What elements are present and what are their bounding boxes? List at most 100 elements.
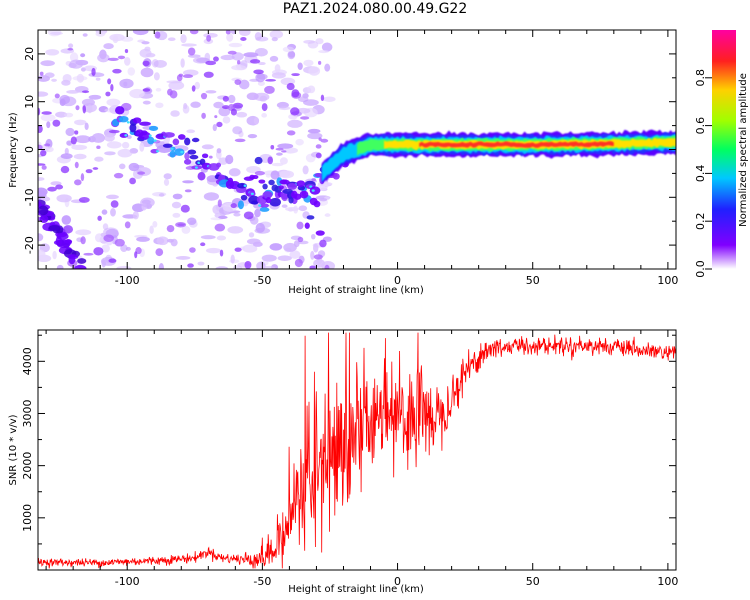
spectral-blob <box>107 78 112 85</box>
spectral-blob <box>317 60 322 65</box>
spectral-blob <box>228 168 241 177</box>
spectral-blob <box>181 225 191 234</box>
spectral-blob <box>180 204 190 213</box>
spectral-blob <box>286 82 295 91</box>
spectral-blob <box>106 141 122 149</box>
spectral-blob <box>184 137 191 146</box>
spectral-blob <box>208 155 213 159</box>
spectral-blob <box>267 156 273 165</box>
spectral-blob <box>214 223 226 232</box>
colorbar-tick-label: 0.6 <box>694 117 707 135</box>
spectral-blob <box>255 36 269 42</box>
spectral-blob <box>38 144 43 150</box>
spectral-blob <box>64 112 74 118</box>
spectral-blob <box>104 134 115 142</box>
spectral-blob <box>110 200 119 208</box>
spectral-blob <box>104 151 116 156</box>
spectral-blob <box>244 260 252 269</box>
spectral-blob <box>283 242 297 252</box>
spectral-blob <box>268 179 275 186</box>
spectral-blob <box>259 203 270 208</box>
snr-y-axis-label: SNR (10 * v/v) <box>8 414 19 485</box>
spectral-blob <box>240 37 247 41</box>
x-tick-label: -50 <box>253 274 271 287</box>
spectral-blob <box>147 136 155 145</box>
spectral-blob <box>237 182 248 189</box>
spectral-blob <box>64 147 69 155</box>
x-tick-label: 100 <box>657 274 678 287</box>
spectral-blob <box>172 212 181 218</box>
spectral-blob <box>318 137 322 141</box>
spectral-blob <box>110 208 116 217</box>
spectral-blob <box>258 179 266 184</box>
spectral-blob <box>323 96 336 102</box>
spectral-blob <box>254 208 261 218</box>
snr-panel: -100 -50 0 50 100 1000 2000 3000 4000 Height of … <box>8 329 678 595</box>
spectral-blob <box>315 144 322 149</box>
spectral-blob <box>288 196 294 204</box>
spectral-blob <box>92 167 99 170</box>
spectral-blob <box>39 215 49 224</box>
snr-series-line <box>38 332 676 569</box>
spectral-blob <box>113 172 124 179</box>
spectral-blob <box>75 229 92 236</box>
spectral-blob <box>271 162 284 167</box>
spectral-blob <box>282 188 294 194</box>
spectral-blob <box>56 264 64 269</box>
spectral-blob <box>230 108 237 116</box>
spectral-blob <box>88 94 102 100</box>
spectral-blob <box>279 179 290 185</box>
spectral-blob <box>303 59 314 67</box>
spectral-blob <box>152 220 158 228</box>
spectral-blob <box>38 177 45 181</box>
spectral-blob <box>150 148 159 154</box>
spectral-blob <box>282 46 295 53</box>
spectral-blob <box>80 236 86 245</box>
spectral-blob <box>269 243 283 251</box>
spectral-blob <box>105 91 111 97</box>
spectral-blob <box>271 37 278 42</box>
spectral-blob <box>230 254 235 264</box>
spectral-blob <box>142 88 151 92</box>
spectral-blob <box>242 244 258 253</box>
spectral-blob <box>155 102 164 109</box>
spectral-blob <box>285 207 300 212</box>
spectral-blob <box>216 121 223 128</box>
spectral-blob <box>310 250 315 260</box>
spectral-blob <box>213 56 219 62</box>
spectral-blob <box>275 147 284 151</box>
spectral-blob <box>279 157 288 165</box>
spectral-blob <box>128 162 140 172</box>
spectral-blob <box>234 247 242 252</box>
x-tick-label: 0 <box>394 575 401 588</box>
spectral-blob <box>237 60 241 65</box>
spectral-blob <box>138 131 151 140</box>
spectral-blob <box>278 106 291 111</box>
spectral-blob <box>103 227 119 237</box>
spectral-blob <box>269 197 281 207</box>
spectral-blob <box>129 123 137 133</box>
y-tick-label: 4000 <box>21 347 34 375</box>
spectral-blob <box>41 165 47 170</box>
spectral-blob <box>299 190 309 199</box>
spectral-blob <box>82 268 88 269</box>
x-tick-label: 100 <box>657 575 678 588</box>
spectral-blob <box>320 94 325 102</box>
spectral-blob <box>203 192 220 201</box>
spectral-blob <box>69 59 84 69</box>
chart-title: PAZ1.2024.080.00.49.G22 <box>282 1 468 17</box>
spectral-blob <box>91 132 105 143</box>
spectral-blob <box>172 193 183 200</box>
spectral-blob <box>230 203 237 209</box>
spectral-blob <box>243 211 254 220</box>
spectral-blob <box>101 209 108 215</box>
spectral-blob <box>40 60 55 67</box>
spectral-blob <box>218 106 231 117</box>
spectral-blob <box>225 154 234 165</box>
spectral-blob <box>153 59 167 68</box>
spectral-blob <box>44 143 51 147</box>
spectral-blob <box>93 247 104 256</box>
spectral-blob <box>174 148 185 156</box>
spectral-blob <box>227 226 244 234</box>
spectral-blob <box>197 261 205 266</box>
